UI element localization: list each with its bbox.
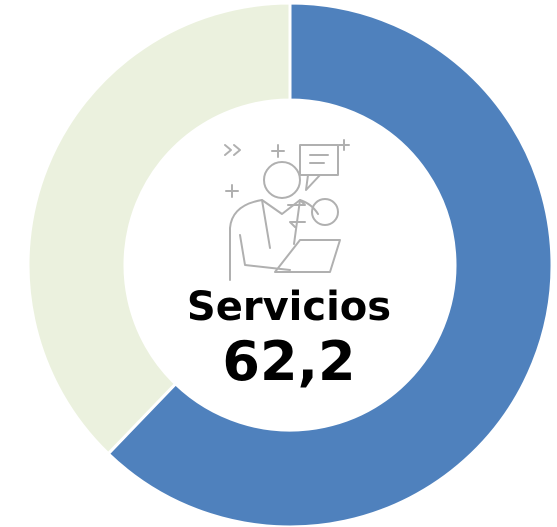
person-icon [224,139,350,281]
center-category: Servicios [187,284,391,330]
donut-slice [106,1,554,527]
slices [26,1,554,527]
donut-slice [26,1,292,456]
center-value: 62,2 [222,330,355,393]
